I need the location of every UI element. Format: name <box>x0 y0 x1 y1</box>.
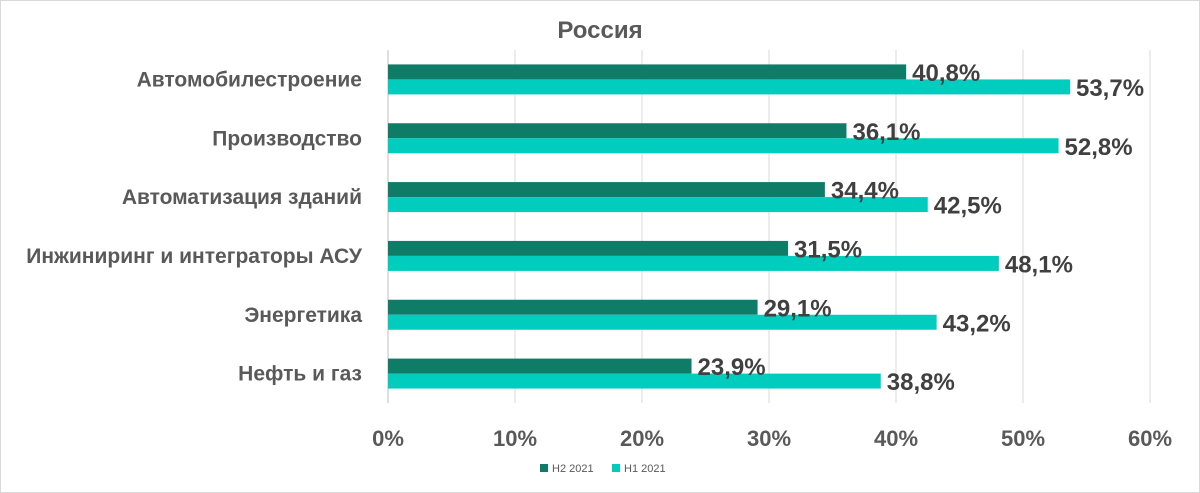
bar-h2-0 <box>388 64 907 80</box>
category-labels: Автомобилестроение Производство Автоматиза… <box>26 68 363 385</box>
x-tick-label: 0% <box>372 426 404 451</box>
bar-h2-5 <box>388 358 692 374</box>
data-label: 40,8% <box>912 60 980 87</box>
data-label: 43,2% <box>943 310 1011 337</box>
bar-h2-3 <box>388 240 789 256</box>
data-label: 42,5% <box>934 193 1002 220</box>
x-tick-label: 30% <box>747 426 791 451</box>
x-tick-labels: 0% 10% 20% 30% 40% 50% 60% <box>372 426 1172 451</box>
data-label: 31,5% <box>794 236 862 263</box>
legend-label: H1 2021 <box>624 463 666 475</box>
x-tick-label: 60% <box>1128 426 1172 451</box>
data-label: 52,8% <box>1065 134 1133 161</box>
bars <box>388 64 1070 389</box>
data-label: 48,1% <box>1005 251 1073 278</box>
legend-label: H2 2021 <box>552 463 594 475</box>
bar-h2-1 <box>388 123 847 139</box>
data-labels: 40,8% 53,7% 36,1% 52,8% 34,4% 42,5% 31,5% 48,1%… <box>698 60 1145 396</box>
legend: H2 2021 H1 2021 <box>540 463 666 475</box>
data-label: 23,9% <box>698 354 766 381</box>
x-tick-label: 20% <box>620 426 664 451</box>
data-label: 34,4% <box>831 178 899 205</box>
data-label: 38,8% <box>887 369 955 396</box>
bar-h1-2 <box>388 197 928 213</box>
category-label: Энергетика <box>244 304 362 327</box>
x-tick-label: 50% <box>1001 426 1045 451</box>
category-label: Нефть и газ <box>238 363 362 386</box>
bar-h1-4 <box>388 314 937 330</box>
category-label: Автоматизация зданий <box>122 186 362 209</box>
category-label: Производство <box>212 127 362 150</box>
bar-h2-2 <box>388 182 825 198</box>
bar-h1-0 <box>388 79 1070 95</box>
x-tick-label: 10% <box>493 426 537 451</box>
category-label: Автомобилестроение <box>137 68 362 91</box>
data-label: 29,1% <box>764 295 832 322</box>
data-label: 36,1% <box>852 119 920 146</box>
gridlines <box>387 50 1151 403</box>
legend-swatch-0 <box>540 464 548 472</box>
x-tick-label: 40% <box>874 426 918 451</box>
bar-h2-4 <box>388 299 758 315</box>
bar-h1-3 <box>388 255 999 271</box>
data-label: 53,7% <box>1076 75 1144 102</box>
category-label: Инжиниринг и интеграторы АСУ <box>26 245 363 268</box>
chart-title: Россия <box>557 17 642 44</box>
bar-h1-5 <box>388 373 881 389</box>
bar-h1-1 <box>388 138 1059 154</box>
legend-swatch-1 <box>612 464 620 472</box>
